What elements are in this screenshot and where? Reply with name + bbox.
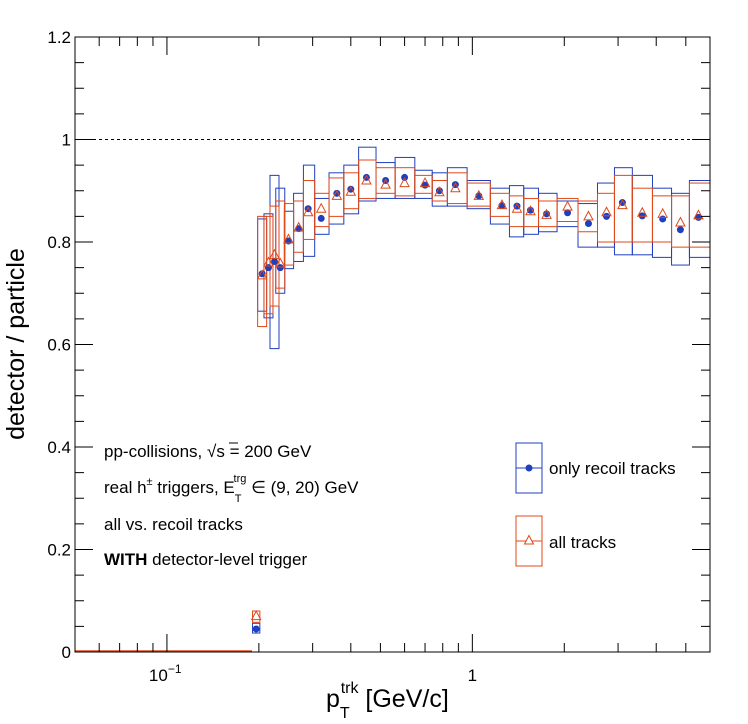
y-axis-label: detector / particle — [2, 248, 30, 440]
data-point — [269, 248, 280, 259]
data-point — [317, 214, 325, 222]
data-point — [617, 199, 628, 210]
legend-recoil-marker — [525, 464, 533, 472]
x-axis-label-rest: [GeV/c] — [358, 685, 448, 713]
legend: only recoil tracks all tracks — [515, 442, 676, 567]
data-point — [676, 226, 684, 234]
y-tick-label: 1 — [62, 131, 71, 150]
data-point — [435, 187, 443, 195]
y-tick-label: 0.6 — [47, 336, 71, 355]
data-point — [276, 264, 284, 272]
data-point — [361, 174, 372, 185]
annotations: pp-collisions, √s = 200 GeV real h± trig… — [104, 442, 359, 569]
data-point — [256, 269, 268, 280]
annotation-collisions: pp-collisions, √s = 200 GeV — [104, 442, 312, 461]
y-tick-label: 0.4 — [47, 438, 71, 457]
data-point — [564, 209, 572, 217]
x-tick-label: 10−1 — [149, 662, 182, 685]
data-point — [693, 209, 704, 220]
data-point — [263, 256, 274, 267]
data-point — [270, 257, 278, 265]
y-tick-label: 0 — [62, 643, 71, 662]
error-box — [252, 622, 261, 634]
data-markers — [250, 173, 704, 633]
data-point — [584, 220, 592, 228]
data-point — [302, 206, 314, 217]
x-tick-label: 1 — [468, 666, 477, 685]
legend-all-marker — [523, 534, 535, 545]
x-axis-label: pTtrk [GeV/c] — [326, 680, 449, 722]
data-point — [258, 270, 266, 278]
data-point — [380, 178, 391, 189]
data-point — [419, 176, 431, 188]
annotation-trigger-level: WITH detector-level trigger — [104, 550, 307, 569]
legend-recoil-label: only recoil tracks — [549, 459, 676, 478]
y-tick-label: 0.2 — [47, 541, 71, 560]
y-tick-labels: 0 0.2 0.4 0.6 0.8 1 1.2 — [47, 28, 71, 662]
data-point — [315, 202, 327, 213]
data-point — [399, 176, 410, 188]
data-point — [274, 257, 286, 268]
y-tick-label: 0.8 — [47, 233, 71, 252]
data-point — [657, 207, 669, 218]
data-point — [675, 216, 686, 227]
data-point — [496, 199, 508, 210]
annotation-triggers: real h± triggers, ETtrg ∈ (9, 20) GeV — [104, 473, 359, 505]
data-point — [526, 206, 534, 214]
data-point — [659, 215, 667, 223]
data-point — [562, 200, 573, 211]
x-axis-label-main: p — [326, 685, 340, 713]
data-point — [511, 202, 523, 213]
x-tick-labels: 10−1 1 — [149, 662, 477, 685]
data-point — [541, 208, 552, 219]
sqrt-sign: √ — [207, 442, 217, 461]
data-point — [601, 206, 612, 217]
error-boxes — [75, 146, 711, 652]
error-box — [257, 215, 268, 328]
data-point — [293, 221, 305, 232]
data-point — [283, 233, 294, 244]
data-point — [450, 182, 461, 193]
data-point — [345, 185, 357, 196]
x-axis-label-sub: T — [340, 705, 350, 722]
data-point — [525, 205, 536, 216]
y-tick-label: 1.2 — [47, 28, 71, 47]
data-point — [583, 210, 594, 221]
data-point — [636, 206, 648, 217]
data-point — [543, 210, 551, 218]
data-point — [250, 610, 262, 621]
annotation-tracks: all vs. recoil tracks — [104, 515, 243, 534]
data-point — [264, 264, 272, 272]
data-point — [434, 186, 445, 197]
axis-ticks — [74, 36, 711, 653]
data-point — [331, 189, 343, 200]
legend-all-label: all tracks — [549, 533, 616, 552]
data-point — [473, 189, 485, 200]
data-point — [252, 625, 260, 633]
x-axis-label-sup: trk — [341, 680, 360, 697]
data-point — [603, 212, 611, 220]
error-box — [269, 205, 280, 307]
